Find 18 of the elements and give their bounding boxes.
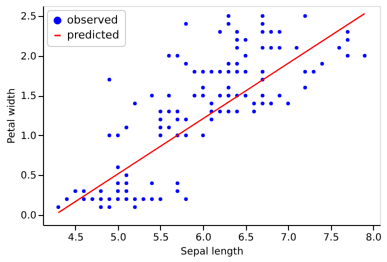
x-axis-title: Sepal length [180, 246, 244, 258]
y-tick-label: 0.0 [20, 210, 36, 222]
x-tick-label: 7.5 [323, 232, 340, 244]
y-tick-label: 1.0 [20, 130, 36, 142]
x-tick-label: 5.5 [152, 232, 169, 244]
y-axis-title: Petal width [6, 88, 18, 144]
y-tick-label: 2.0 [20, 51, 36, 62]
x-tick-label: 8.0 [366, 232, 382, 244]
legend-label: observed [67, 14, 118, 26]
y-tick-label: 0.5 [20, 170, 36, 182]
y-tick-label: 2.5 [20, 11, 36, 22]
y-tick-label: 1.5 [20, 91, 36, 102]
x-tick-label: 7.0 [280, 232, 297, 244]
x-tick-label: 6.5 [238, 232, 254, 244]
x-tick-label: 4.5 [68, 232, 84, 244]
x-tick-label: 5.0 [110, 232, 126, 244]
legend-label: predicted [67, 28, 120, 42]
x-tick-label: 6.0 [196, 232, 212, 244]
